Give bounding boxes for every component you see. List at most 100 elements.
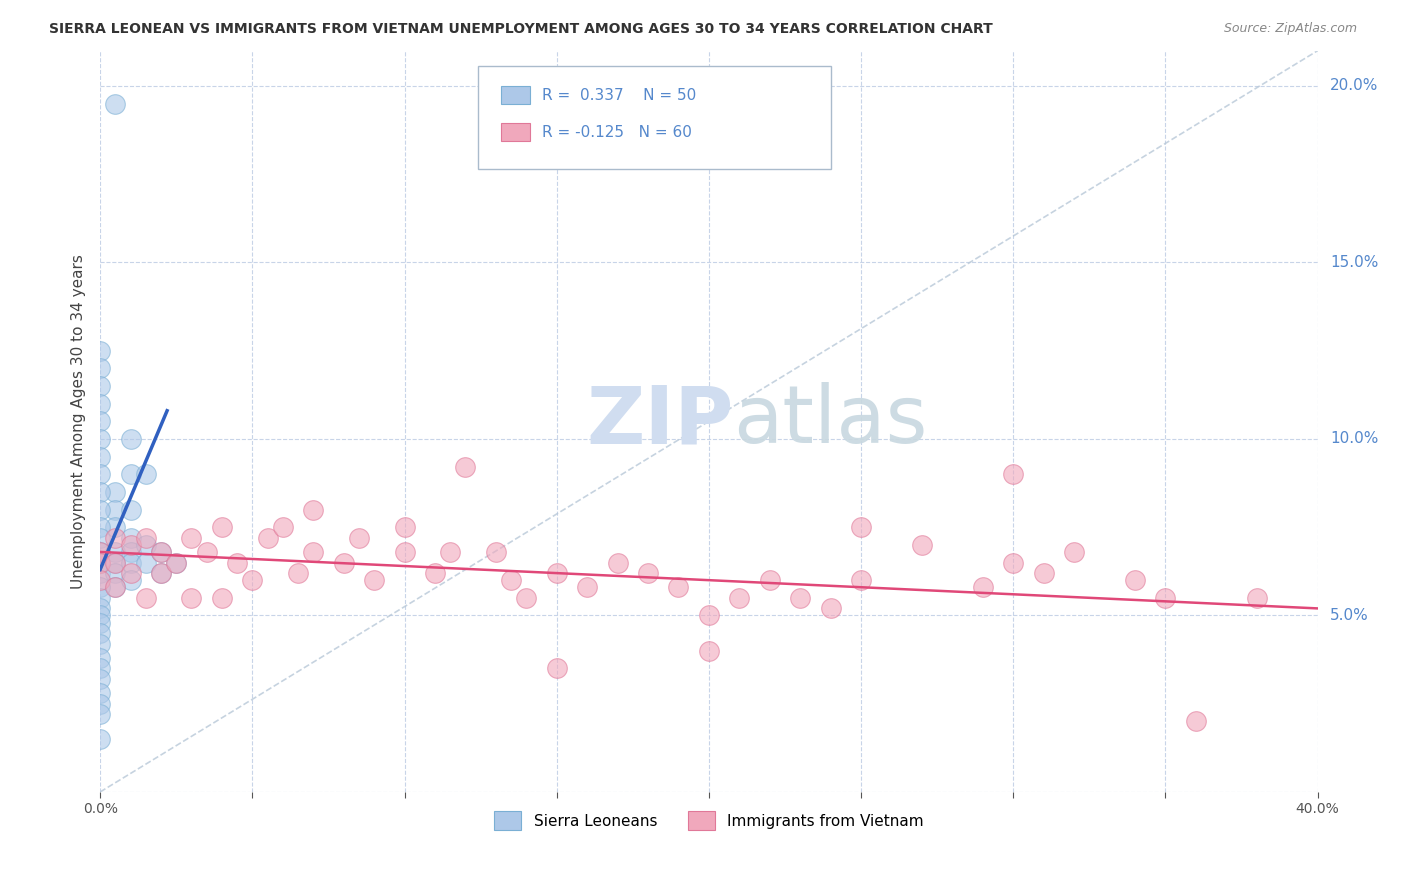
Point [302, 545, 325, 559]
Point [728, 591, 751, 605]
Point [195, 545, 218, 559]
Point [120, 538, 142, 552]
Point [104, 531, 127, 545]
Text: atlas: atlas [734, 383, 928, 460]
Point [104, 502, 127, 516]
Point [120, 556, 142, 570]
Point [150, 566, 173, 580]
Point [454, 460, 477, 475]
Point [180, 591, 202, 605]
Point [697, 644, 720, 658]
Point [104, 520, 127, 534]
Point [1002, 556, 1025, 570]
Point [394, 545, 416, 559]
Point [89, 608, 111, 623]
Text: Source: ZipAtlas.com: Source: ZipAtlas.com [1223, 22, 1357, 36]
Point [120, 573, 142, 587]
Point [150, 545, 173, 559]
Point [89, 650, 111, 665]
Point [89, 361, 111, 376]
FancyBboxPatch shape [501, 123, 530, 141]
Point [150, 566, 173, 580]
Point [104, 580, 127, 594]
Point [165, 556, 187, 570]
Point [332, 556, 354, 570]
Point [135, 538, 157, 552]
Point [120, 467, 142, 482]
Point [89, 545, 111, 559]
Text: SIERRA LEONEAN VS IMMIGRANTS FROM VIETNAM UNEMPLOYMENT AMONG AGES 30 TO 34 YEARS: SIERRA LEONEAN VS IMMIGRANTS FROM VIETNA… [49, 22, 993, 37]
Point [911, 538, 934, 552]
Point [668, 580, 690, 594]
Point [546, 566, 568, 580]
Point [89, 484, 111, 499]
Point [150, 545, 173, 559]
Point [89, 707, 111, 722]
Point [89, 566, 111, 580]
Point [423, 566, 446, 580]
Point [789, 591, 811, 605]
Point [104, 556, 127, 570]
Point [849, 573, 872, 587]
Point [240, 573, 263, 587]
Point [104, 545, 127, 559]
Point [1002, 467, 1025, 482]
Point [120, 566, 142, 580]
Point [180, 531, 202, 545]
Point [606, 556, 628, 570]
Point [256, 531, 278, 545]
Point [89, 467, 111, 482]
Point [1063, 545, 1085, 559]
Point [211, 591, 233, 605]
Point [394, 520, 416, 534]
Text: R =  0.337    N = 50: R = 0.337 N = 50 [543, 87, 696, 103]
Point [485, 545, 508, 559]
Point [287, 566, 309, 580]
Point [576, 580, 599, 594]
Point [135, 531, 157, 545]
Point [135, 467, 157, 482]
Point [89, 379, 111, 393]
Point [89, 556, 111, 570]
Text: 15.0%: 15.0% [1330, 255, 1378, 270]
Point [758, 573, 780, 587]
Point [89, 601, 111, 615]
Point [89, 626, 111, 640]
Point [89, 591, 111, 605]
FancyBboxPatch shape [501, 87, 530, 104]
Text: 20.0%: 20.0% [1330, 78, 1378, 94]
Point [89, 432, 111, 446]
Point [546, 661, 568, 675]
Point [120, 432, 142, 446]
Point [89, 580, 111, 594]
Text: R = -0.125   N = 60: R = -0.125 N = 60 [543, 125, 692, 140]
Point [104, 484, 127, 499]
Text: ZIP: ZIP [586, 383, 734, 460]
Point [89, 637, 111, 651]
Point [439, 545, 461, 559]
Point [1032, 566, 1054, 580]
Point [89, 397, 111, 411]
Point [211, 520, 233, 534]
Point [120, 502, 142, 516]
Point [120, 545, 142, 559]
FancyBboxPatch shape [478, 65, 831, 169]
Point [104, 566, 127, 580]
Point [104, 580, 127, 594]
Point [302, 502, 325, 516]
Text: 5.0%: 5.0% [1330, 608, 1368, 623]
Point [271, 520, 294, 534]
Point [972, 580, 994, 594]
Point [1154, 591, 1177, 605]
Point [89, 686, 111, 700]
Point [89, 672, 111, 686]
Point [89, 343, 111, 358]
Point [347, 531, 370, 545]
Point [165, 556, 187, 570]
Point [135, 556, 157, 570]
Point [1185, 714, 1208, 729]
Point [89, 697, 111, 711]
Text: 10.0%: 10.0% [1330, 432, 1378, 447]
Point [89, 661, 111, 675]
Point [499, 573, 522, 587]
